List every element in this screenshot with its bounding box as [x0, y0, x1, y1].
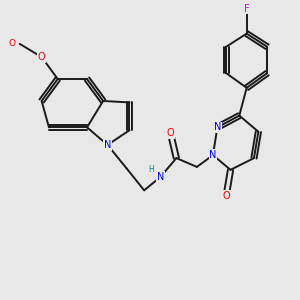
Text: O: O: [8, 39, 15, 48]
Text: N: N: [209, 150, 217, 160]
Text: N: N: [214, 122, 221, 132]
Text: O: O: [167, 128, 174, 138]
Text: O: O: [222, 191, 230, 201]
Text: F: F: [244, 4, 250, 14]
Text: H: H: [148, 165, 154, 174]
Text: N: N: [104, 140, 111, 150]
Text: O: O: [38, 52, 45, 62]
Text: N: N: [157, 172, 164, 182]
